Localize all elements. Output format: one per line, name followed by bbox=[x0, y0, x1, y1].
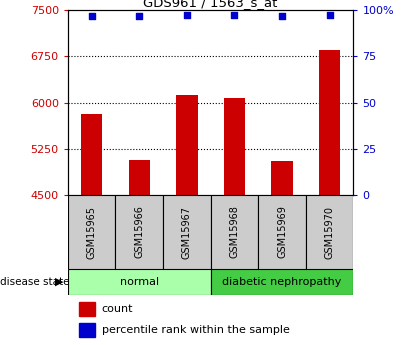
Title: GDS961 / 1563_s_at: GDS961 / 1563_s_at bbox=[143, 0, 278, 9]
Point bbox=[231, 12, 238, 18]
Bar bbox=[271, 161, 293, 195]
Text: GSM15965: GSM15965 bbox=[87, 206, 97, 258]
Bar bbox=[258, 195, 306, 269]
Text: normal: normal bbox=[120, 277, 159, 287]
Bar bbox=[129, 160, 150, 195]
Bar bbox=[79, 324, 95, 337]
Text: percentile rank within the sample: percentile rank within the sample bbox=[102, 325, 290, 335]
Text: GSM15970: GSM15970 bbox=[325, 206, 335, 258]
Bar bbox=[210, 195, 258, 269]
Text: count: count bbox=[102, 304, 133, 314]
Text: GSM15966: GSM15966 bbox=[134, 206, 144, 258]
Bar bbox=[81, 114, 102, 195]
Bar bbox=[115, 195, 163, 269]
Bar bbox=[210, 269, 353, 295]
Bar bbox=[163, 195, 210, 269]
Bar bbox=[306, 195, 353, 269]
Text: ▶: ▶ bbox=[55, 277, 64, 287]
Bar bbox=[79, 302, 95, 316]
Text: GSM15969: GSM15969 bbox=[277, 206, 287, 258]
Point bbox=[88, 13, 95, 19]
Bar bbox=[68, 195, 115, 269]
Point bbox=[184, 12, 190, 18]
Bar bbox=[224, 98, 245, 195]
Point bbox=[279, 13, 285, 19]
Point bbox=[326, 12, 333, 18]
Text: GSM15967: GSM15967 bbox=[182, 206, 192, 258]
Text: GSM15968: GSM15968 bbox=[229, 206, 240, 258]
Text: diabetic nephropathy: diabetic nephropathy bbox=[222, 277, 342, 287]
Bar bbox=[176, 95, 198, 195]
Point bbox=[136, 13, 143, 19]
Bar bbox=[68, 269, 210, 295]
Bar bbox=[319, 50, 340, 195]
Text: disease state: disease state bbox=[0, 277, 69, 287]
